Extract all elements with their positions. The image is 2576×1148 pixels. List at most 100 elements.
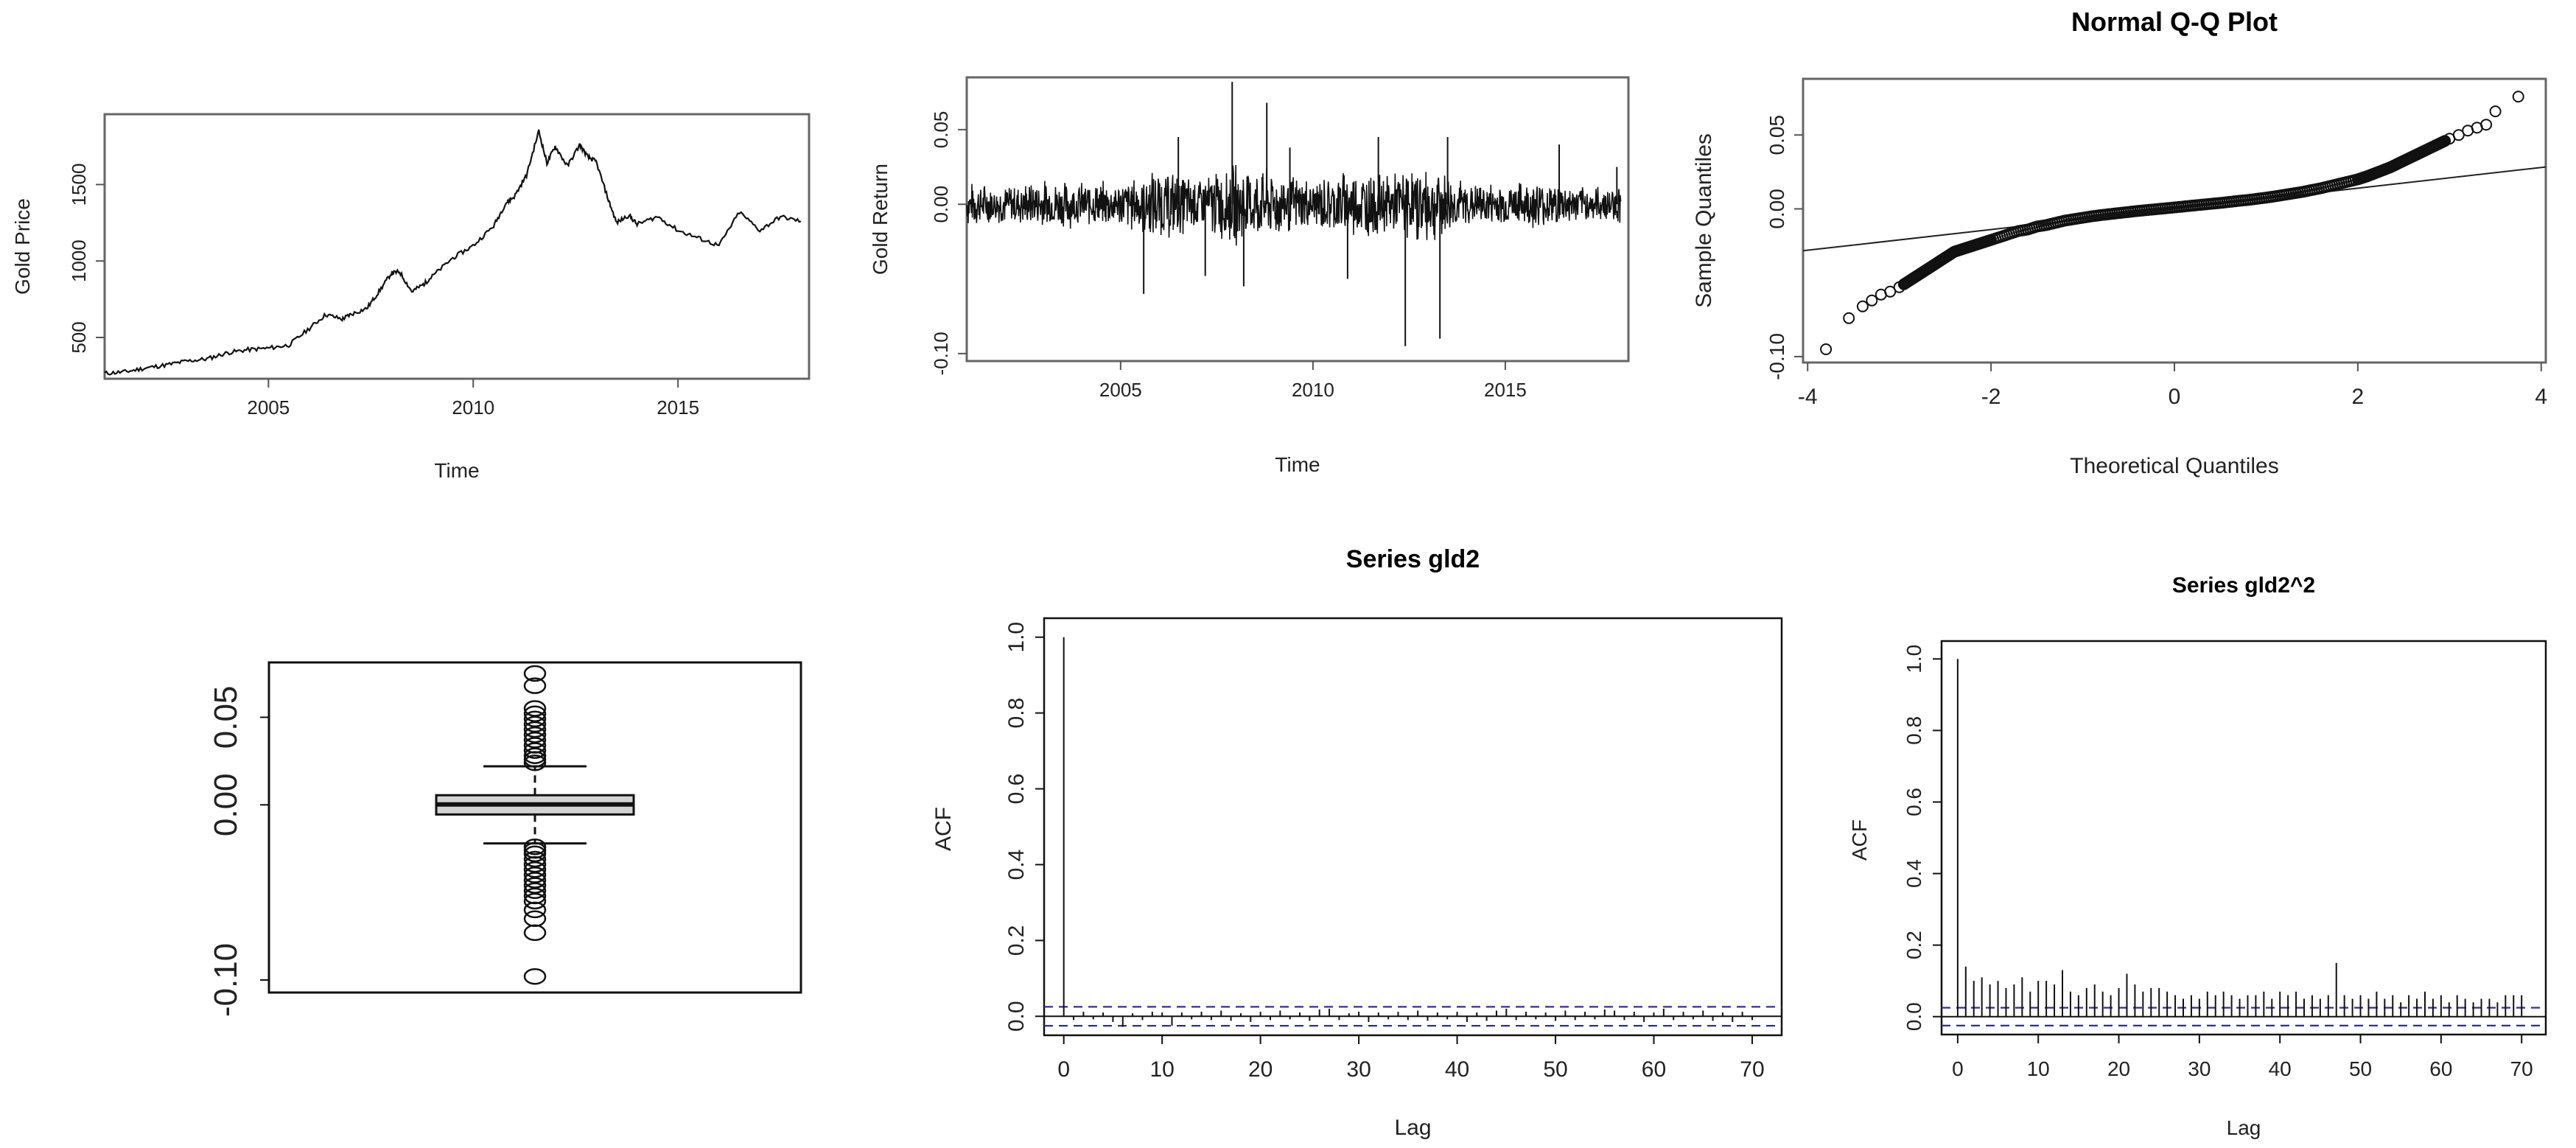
y-tick-label: 0.05 [208, 686, 244, 749]
outlier-point [523, 732, 547, 749]
x-tick-label: 50 [2349, 1057, 2372, 1080]
plot-frame [103, 113, 811, 380]
outlier-point [523, 751, 547, 768]
x-tick-label: 2010 [1292, 379, 1334, 401]
outlier-point [523, 855, 547, 873]
x-tick-label: 2 [2352, 385, 2365, 409]
outlier-point [523, 715, 547, 733]
x-tick-label: 20 [2107, 1057, 2130, 1080]
x-tick-label: 50 [1543, 1057, 1567, 1082]
x-tick-label: 2005 [247, 396, 290, 419]
x-tick-label: 10 [2027, 1057, 2050, 1080]
outlier-point [523, 700, 547, 717]
x-axis-label: Time [1275, 453, 1320, 476]
x-tick-label: 40 [2269, 1057, 2292, 1080]
y-tick-label: 1500 [68, 164, 90, 206]
x-tick-label: 70 [2510, 1057, 2533, 1080]
qq-plot-chart: -4 -2 0 2 4 -0.10 0.00 0.05 Normal Q-Q Plot Theor… [1692, 7, 2547, 478]
y-tick-label: 0.05 [930, 111, 952, 149]
plot-frame [267, 661, 802, 994]
outlier-point [523, 839, 547, 855]
y-tick-label: 0.0 [1004, 1001, 1029, 1032]
qq-point [2452, 129, 2465, 141]
outlier-point [523, 867, 547, 883]
gold-price-chart: 2005 2010 2015 500 1000 1500 Time Gold Price [11, 113, 811, 482]
return-series-line [966, 164, 1622, 246]
x-axis-label: Lag [2227, 1116, 2261, 1139]
y-tick-label: 0.05 [1765, 115, 1788, 155]
outlier-point [523, 861, 547, 878]
x-tick-label: 60 [1642, 1057, 1666, 1082]
outlier-point [523, 892, 547, 910]
y-tick-label: 0.00 [930, 186, 952, 223]
y-tick-label: 500 [68, 321, 90, 353]
outlier-point [523, 924, 547, 942]
y-tick-label: 0.2 [1004, 925, 1029, 956]
y-tick-label: 0.4 [1004, 850, 1029, 881]
x-tick-label: -4 [1798, 385, 1818, 409]
outlier-point [523, 910, 547, 928]
x-tick-label: 70 [1740, 1057, 1764, 1082]
y-tick-label: 1.0 [1903, 645, 1925, 673]
plot-frame [965, 76, 1630, 363]
y-axis-label: Gold Price [11, 198, 34, 295]
x-tick-label: 2010 [452, 396, 494, 419]
y-tick-label: -0.10 [208, 943, 244, 1017]
price-series-line [104, 129, 802, 376]
qq-point [2489, 105, 2502, 118]
outlier-point [523, 747, 547, 764]
gold-return-chart: 2005 2010 2015 -0.10 0.00 0.05 Time Gold Return [869, 76, 1630, 476]
x-tick-label: 0 [1952, 1057, 1964, 1080]
y-tick-label: 0.00 [1765, 189, 1788, 229]
outlier-point [523, 850, 547, 868]
y-tick-label: 0.4 [1903, 859, 1925, 888]
y-tick-label: 1000 [68, 239, 90, 282]
y-tick-label: 0.8 [1903, 716, 1925, 745]
plot-frame [1802, 77, 2547, 364]
acf-gld2-chart: 0 10 20 30 40 50 60 70 0.0 0.2 0.4 0.6 0.8 1.0 Series … [931, 545, 1783, 1140]
outlier-point [523, 665, 547, 682]
x-tick-label: 0 [2169, 385, 2181, 409]
y-axis-label: Gold Return [869, 164, 892, 275]
qq-point [1843, 312, 1855, 324]
outlier-point [523, 710, 547, 728]
qq-point [2512, 91, 2524, 103]
chart-title: Series gld2^2 [2172, 573, 2315, 598]
y-tick-label: 0.0 [1903, 1002, 1925, 1031]
boxplot-chart: -0.10 0.00 0.05 [208, 661, 802, 1017]
x-tick-label: 4 [2535, 385, 2547, 409]
chart-title: Series gld2 [1346, 545, 1480, 573]
qq-point [1856, 300, 1869, 312]
x-axis-label: Lag [1394, 1116, 1431, 1140]
y-axis-label: ACF [1848, 819, 1871, 861]
x-tick-label: -2 [1981, 385, 2001, 409]
x-tick-label: 0 [1057, 1057, 1070, 1082]
outlier-point [523, 882, 547, 900]
y-tick-label: -0.10 [930, 332, 952, 375]
plot-frame [1940, 640, 2547, 1036]
x-tick-label: 40 [1445, 1057, 1469, 1082]
acf-gld2-squared-chart: 0 10 20 30 40 50 60 70 0.0 0.2 0.4 0.6 0.8 1.0 Series … [1848, 573, 2547, 1139]
outlier-point [523, 726, 547, 743]
x-tick-label: 20 [1248, 1057, 1273, 1082]
outlier-point [523, 877, 547, 894]
y-tick-label: 0.6 [1004, 774, 1029, 805]
y-tick-label: 0.00 [208, 773, 244, 836]
x-tick-label: 30 [1346, 1057, 1371, 1082]
qq-point [1866, 294, 1878, 307]
outlier-point [523, 742, 547, 759]
x-tick-label: 2005 [1099, 379, 1142, 401]
outlier-point [523, 841, 547, 859]
outlier-point [523, 967, 547, 985]
y-tick-label: 0.8 [1004, 698, 1029, 729]
outlier-point [523, 677, 547, 694]
x-tick-label: 10 [1149, 1057, 1174, 1082]
outlier-point [523, 705, 547, 722]
outlier-point [523, 754, 547, 771]
x-axis-label: Time [434, 459, 479, 482]
outlier-point [523, 872, 547, 889]
y-axis-label: ACF [931, 807, 956, 851]
y-tick-label: 1.0 [1004, 622, 1029, 653]
x-axis-label: Theoretical Quantiles [2070, 454, 2278, 478]
